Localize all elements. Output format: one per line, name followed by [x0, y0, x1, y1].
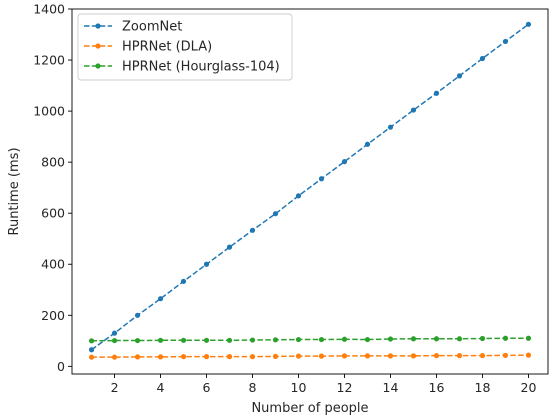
data-point — [88, 354, 95, 360]
data-point — [341, 159, 348, 165]
x-tick-label: 18 — [475, 380, 491, 395]
legend-label: ZoomNet — [122, 20, 182, 35]
data-point — [157, 354, 164, 360]
data-point — [433, 353, 440, 359]
data-point — [479, 353, 486, 359]
data-point — [295, 336, 302, 343]
data-point — [134, 312, 141, 318]
data-point — [525, 335, 532, 341]
legend: ZoomNet HPRNet (DLA) HPRNet (Hourglass-104… — [77, 13, 293, 81]
axes-frame — [71, 8, 549, 375]
x-tick-label: 2 — [111, 380, 119, 395]
data-point — [295, 193, 302, 199]
data-point — [134, 354, 141, 360]
data-point — [203, 261, 210, 267]
data-point — [157, 337, 164, 343]
y-tick-label: 1200 — [33, 53, 65, 68]
data-point — [272, 353, 279, 359]
legend-label: HPRNet (Hourglass-104) — [122, 60, 280, 75]
data-point — [226, 337, 233, 343]
data-point — [456, 336, 463, 342]
data-point — [318, 353, 325, 359]
data-point — [203, 354, 210, 360]
legend-marker — [95, 63, 101, 69]
data-point — [387, 336, 394, 342]
data-point — [88, 338, 95, 344]
data-point — [341, 336, 348, 342]
data-point — [456, 73, 463, 79]
data-point — [226, 354, 233, 360]
data-point — [387, 124, 394, 130]
data-point — [502, 352, 509, 358]
plot-area — [88, 21, 532, 360]
y-tick-label: 0 — [57, 359, 65, 374]
data-point — [341, 353, 348, 359]
data-point — [456, 353, 463, 359]
data-point — [111, 337, 118, 344]
data-point — [387, 353, 394, 359]
data-point — [88, 347, 95, 353]
x-axis: 2 4 6 8 10 12 14 16 18 20 — [111, 374, 537, 395]
data-point — [111, 330, 118, 336]
data-point — [479, 335, 486, 342]
data-point — [249, 227, 256, 233]
legend-label: HPRNet (DLA) — [122, 40, 212, 55]
data-point — [433, 336, 440, 342]
x-tick-label: 10 — [291, 380, 307, 395]
data-point — [318, 176, 325, 182]
data-point — [410, 336, 417, 342]
data-point — [502, 38, 509, 45]
data-point — [525, 21, 532, 27]
data-point — [180, 354, 187, 360]
x-tick-label: 14 — [383, 380, 399, 395]
y-tick-label: 200 — [41, 308, 65, 323]
x-axis-label: Number of people — [251, 401, 368, 416]
y-tick-label: 400 — [41, 257, 65, 272]
y-axis: 0 200 400 600 800 1000 1200 1400 — [33, 2, 72, 374]
x-tick-label: 12 — [337, 380, 353, 395]
data-point — [134, 337, 141, 344]
legend-marker — [95, 43, 101, 49]
data-point — [226, 244, 233, 250]
y-tick-label: 800 — [41, 155, 65, 170]
data-point — [433, 90, 440, 96]
data-point — [180, 278, 187, 284]
data-point — [364, 141, 371, 147]
data-point — [364, 336, 371, 343]
data-point — [525, 352, 532, 358]
x-tick-label: 20 — [521, 380, 537, 395]
series-line-2 — [91, 337, 529, 342]
data-point — [180, 337, 187, 343]
x-tick-label: 6 — [203, 380, 211, 395]
x-tick-label: 8 — [249, 380, 257, 395]
series-line-1 — [91, 354, 529, 358]
data-point — [502, 335, 509, 341]
x-tick-label: 4 — [157, 380, 165, 395]
data-point — [479, 55, 486, 62]
data-point — [410, 107, 417, 113]
legend-marker — [95, 23, 101, 29]
x-tick-label: 16 — [429, 380, 445, 395]
data-point — [203, 337, 210, 343]
y-tick-label: 600 — [41, 206, 65, 221]
data-point — [318, 336, 325, 343]
series-line-0 — [91, 23, 529, 351]
y-tick-label: 1400 — [33, 2, 65, 17]
data-point — [410, 353, 417, 359]
data-point — [272, 211, 279, 217]
legend-box — [77, 13, 293, 81]
data-point — [249, 337, 256, 343]
data-point — [157, 296, 164, 302]
y-tick-label: 1000 — [33, 104, 65, 119]
y-axis-label: Runtime (ms) — [7, 147, 22, 235]
data-point — [295, 353, 302, 359]
data-point — [272, 337, 279, 343]
data-point — [364, 353, 371, 359]
data-point — [249, 354, 256, 360]
data-point — [111, 354, 118, 360]
